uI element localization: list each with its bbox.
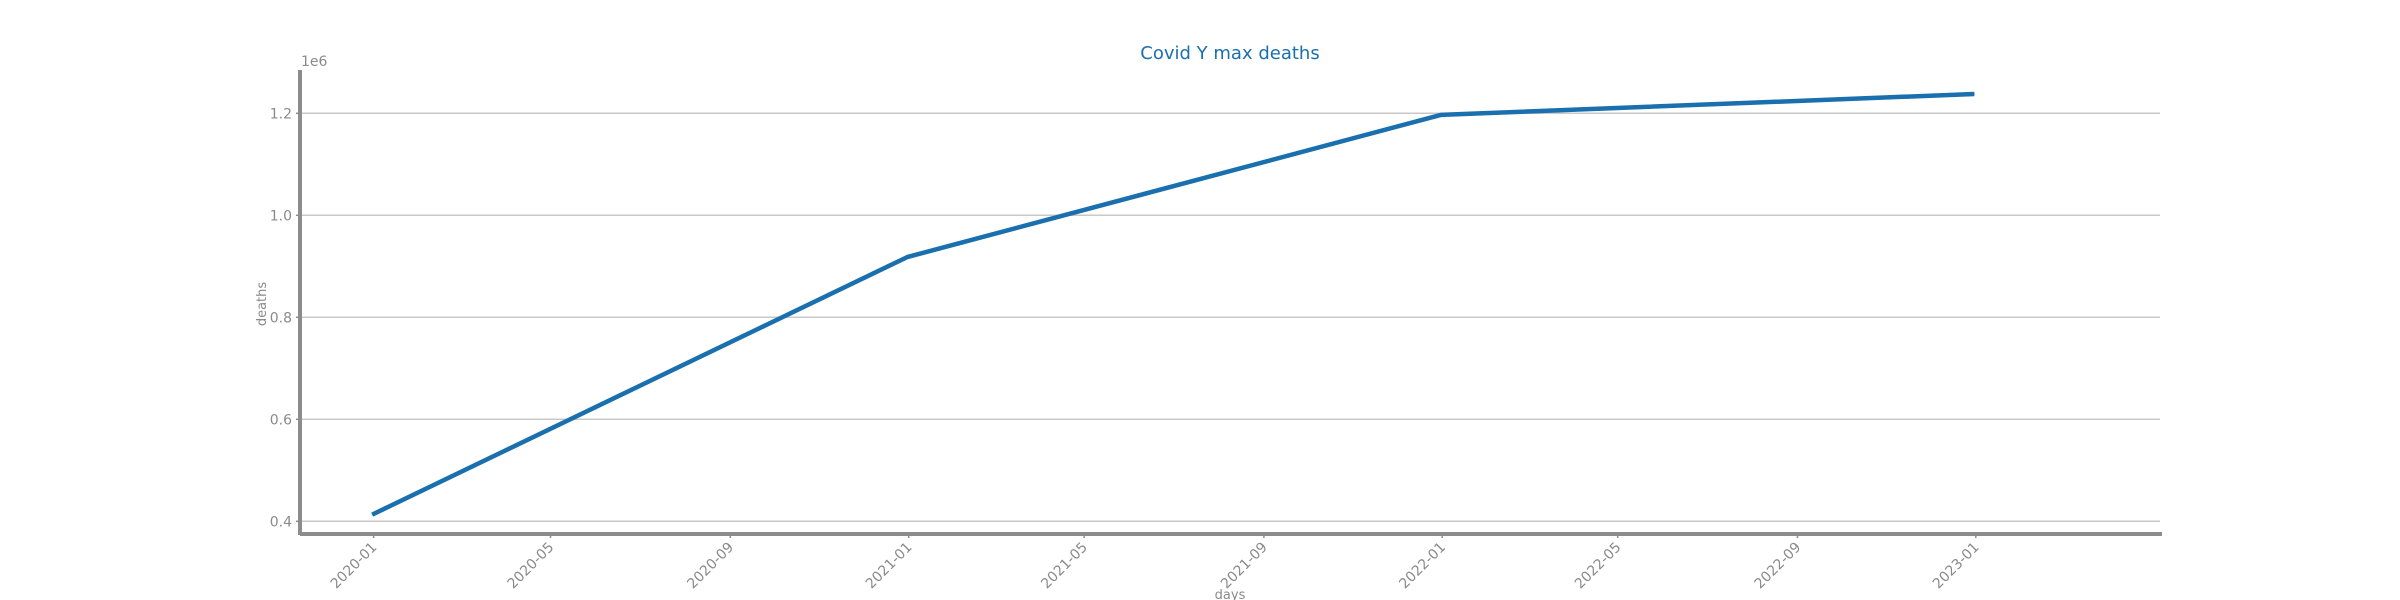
- series-line: [371, 91, 1975, 517]
- data-point: [906, 256, 908, 258]
- data-point: [371, 514, 373, 516]
- x-tick-label: 2021-09: [1218, 540, 1271, 593]
- x-tick-label: 2022-01: [1396, 540, 1449, 593]
- chart-title: Covid Y max deaths: [1140, 43, 1319, 64]
- x-tick-label: 2022-05: [1572, 540, 1625, 593]
- x-tick-label: 2020-05: [505, 540, 558, 593]
- y-axis-label: deaths: [255, 282, 270, 327]
- y-tick-label: 0.6: [270, 412, 292, 428]
- y-tick-label: 0.4: [270, 514, 292, 530]
- data-point: [1973, 93, 1975, 95]
- axes: [298, 70, 2162, 536]
- data-point: [1440, 114, 1442, 116]
- series-layer: [371, 91, 1975, 517]
- y-ticks: 0.4 0.6 0.8 1.0 1.2: [270, 106, 300, 530]
- x-tick-label: 2023-01: [1930, 540, 1983, 593]
- x-tick-label: 2021-05: [1038, 540, 1091, 593]
- x-tick-label: 2022-09: [1752, 540, 1805, 593]
- y-tick-label: 0.8: [270, 310, 292, 326]
- x-ticks: 2020-01 2020-05 2020-09 2021-01 2021-05 2021-…: [328, 534, 1983, 592]
- x-axis-label: days: [1215, 588, 1246, 600]
- grid-lines: [302, 112, 2160, 523]
- y-axis-offset-label: 1e6: [301, 54, 328, 70]
- x-tick-label: 2021-01: [863, 540, 916, 593]
- y-tick-label: 1.2: [270, 106, 292, 122]
- x-tick-label: 2020-09: [684, 540, 737, 593]
- x-tick-label: 2020-01: [328, 540, 381, 593]
- y-tick-label: 1.0: [270, 208, 292, 224]
